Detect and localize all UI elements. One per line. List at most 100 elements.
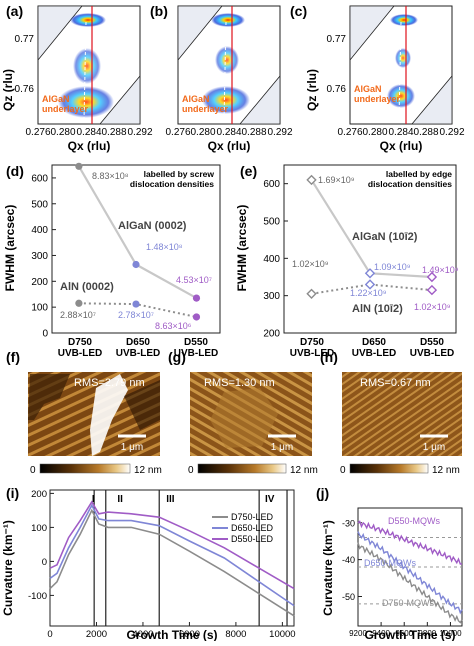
e-point-0-0	[306, 174, 317, 186]
note-e-1: labelled by edge	[386, 169, 452, 179]
d-ytick-1: 100	[31, 303, 48, 314]
d-point-0-1	[132, 260, 140, 269]
i-series-line-1	[49, 503, 295, 607]
e-series-line-1	[311, 283, 432, 295]
ylabel-d: FWHM (arcsec)	[3, 205, 17, 292]
rms-g: RMS=1.30 nm	[204, 377, 275, 389]
i-region-label-1: II	[117, 494, 123, 505]
panel-label-d: (d)	[6, 163, 24, 179]
material-label-b: AlN	[246, 14, 263, 25]
j-series-line-1	[357, 531, 463, 615]
xtick-b-3: 0.288	[241, 127, 266, 138]
ylabel-c: Qz (rlu)	[305, 69, 319, 111]
series-label-j-1: D650-MQWs	[364, 558, 417, 568]
panel-label-j: (j)	[316, 485, 329, 501]
underlayer-label-b-2: underlayer	[182, 104, 229, 114]
anno-e-aln-0: 1.02×10⁹	[292, 259, 329, 269]
panel-label-f: (f)	[6, 349, 20, 365]
anno-d-algan-1: 1.48×10⁸	[146, 242, 183, 252]
rsm-panel-a: (a) Qz (rlu) AlN AlGaN underlayer 0.77 0…	[1, 3, 153, 153]
category-e-1: D650 UVB-LED	[352, 337, 396, 359]
colorbar-f-max: 12 nm	[134, 465, 162, 476]
afm-image-h: (h) RMS=0.67 nm 1 μm	[320, 349, 462, 456]
scale-f: 1 μm	[121, 442, 143, 453]
xlabel-b: Qx (rlu)	[208, 139, 251, 153]
underlayer-label-c-1: AlGaN	[354, 84, 382, 94]
e-point-1-2	[426, 284, 438, 296]
e-ytick-4: 600	[263, 179, 280, 190]
underlayer-label-a-1: AlGaN	[42, 94, 70, 104]
series-label-e-algan: AlGaN (10ī2)	[352, 231, 418, 243]
d-point-1-2	[192, 313, 201, 321]
j-xtick-0: 9200	[349, 629, 367, 638]
panel-label-h: (h)	[320, 349, 338, 365]
i-series-line-2	[49, 500, 295, 590]
ytick-c-0: 0.77	[327, 34, 347, 45]
d-ytick-3: 300	[31, 251, 48, 262]
curvature-chart-full: (i) Curvature (km⁻¹) 0 2000 4000 6000 8000 10…	[1, 485, 296, 642]
i-legend-label-0: D750-LED	[231, 512, 274, 522]
xtick-b-1: 0.280	[190, 127, 215, 138]
xtick-c-3: 0.288	[413, 127, 438, 138]
rsm-panel-c: (c) Qz (rlu) AlN AlGaN underlayer 0.77 0…	[290, 3, 465, 153]
ytick-a-1: 0.76	[15, 84, 35, 95]
xlabel-i: Growth Time (s)	[126, 628, 217, 641]
d-ytick-0: 0	[42, 329, 48, 340]
d-point-0-2	[192, 294, 201, 302]
i-legend-label-2: D550-LED	[231, 534, 274, 544]
i-region-label-0: I	[92, 494, 95, 505]
e-ytick-1: 300	[263, 291, 280, 302]
xtick-b-4: 0.292	[267, 127, 292, 138]
material-label-c: AlN	[418, 14, 435, 25]
scale-h: 1 μm	[423, 442, 445, 453]
anno-e-algan-1: 1.09×10⁹	[374, 262, 411, 272]
xtick-c-1: 0.280	[362, 127, 387, 138]
e-point-0-2	[426, 271, 438, 283]
xlabel-c: Qx (rlu)	[380, 139, 423, 153]
j-series-line-0	[357, 520, 463, 565]
xtick-a-2: 0.284	[76, 127, 101, 138]
xtick-a-4: 0.292	[127, 127, 152, 138]
i-series-line-0	[49, 508, 295, 617]
colorbar-g-max: 12 nm	[290, 465, 318, 476]
anno-e-algan-0: 1.69×10⁹	[318, 175, 355, 185]
colorbar-g: 0 12 nm	[188, 463, 318, 476]
d-point-0-0	[75, 162, 83, 170]
afm-image-g: (g) RMS=1.30 nm 1 μm	[168, 349, 312, 456]
ylabel-e: FWHM (arcsec)	[235, 205, 249, 292]
xtick-c-2: 0.284	[388, 127, 413, 138]
fwhm-chart-screw: (d) FWHM (arcsec) 0 100 200 300 400 500 600 la…	[3, 162, 221, 359]
anno-d-algan-0: 8.83×10⁸	[92, 171, 129, 181]
curvature-chart-zoom: (j) Curvature (km⁻¹) 9200 9400 9600 9800 100…	[316, 485, 463, 642]
xtick-b-0: 0.276	[165, 127, 190, 138]
anno-d-aln-2: 8.63×10⁶	[155, 321, 192, 331]
category-d-0: D750 UVB-LED	[58, 337, 102, 359]
j-xtick-2: 9600	[395, 629, 413, 638]
d-ytick-5: 500	[31, 199, 48, 210]
i-xtick-3: 6000	[179, 629, 200, 640]
panel-label-c: (c)	[290, 3, 307, 19]
series-label-d-algan: AlGaN (0002)	[118, 220, 187, 232]
note-d-1: labelled by screw	[144, 169, 215, 179]
i-region-label-2: III	[166, 494, 175, 505]
anno-e-aln-2: 1.02×10⁹	[414, 302, 451, 312]
colorbar-h-max: 12 nm	[432, 465, 460, 476]
panel-label-i: (i)	[6, 485, 19, 501]
colorbar-f: 0 12 nm	[30, 463, 162, 476]
d-point-1-1	[132, 300, 140, 308]
underlayer-label-c-2: underlayer	[354, 94, 401, 104]
ytick-a-0: 0.77	[15, 34, 35, 45]
underlayer-label-a-2: underlayer	[42, 104, 89, 114]
ylabel-a: Qz (rlu)	[1, 69, 15, 111]
category-d-2: D550 UVB-LED	[174, 337, 218, 359]
xtick-c-4: 0.292	[439, 127, 464, 138]
anno-d-aln-1: 2.78×10⁷	[118, 310, 154, 320]
j-xtick-3: 9800	[418, 629, 436, 638]
j-ytick-1: -40	[342, 555, 355, 565]
xlabel-a: Qx (rlu)	[68, 139, 111, 153]
e-ytick-2: 400	[263, 254, 280, 265]
fwhm-chart-edge: (e) FWHM (arcsec) 200 300 400 500 600 labell…	[235, 163, 459, 359]
i-ytick-1: 0	[42, 557, 47, 568]
xtick-b-2: 0.284	[216, 127, 241, 138]
